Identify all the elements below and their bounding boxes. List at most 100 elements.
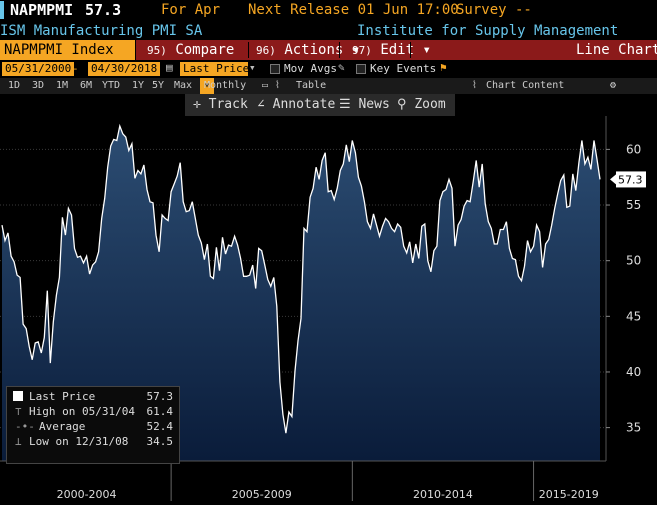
news-label: News (358, 97, 390, 112)
menu-strip (136, 40, 657, 60)
security-description: ISM Manufacturing PMI SA (0, 23, 203, 39)
data-source: Institute for Supply Management (357, 23, 619, 39)
x-tick-label: 2015-2019 (539, 488, 599, 501)
field-dropdown-icon[interactable]: ▾ (249, 61, 256, 74)
frequency-label: Monthly (204, 80, 247, 91)
menu-divider (339, 42, 340, 58)
period-3d[interactable]: 3D (32, 80, 45, 91)
chart-controls: 05/31/2000 - 04/30/2018 ▤ Last Price ▾ M… (0, 60, 657, 78)
zoom-button[interactable]: ⚲ Zoom (397, 97, 446, 112)
period-max[interactable]: Max (174, 80, 193, 91)
period-5y[interactable]: 5Y (152, 80, 165, 91)
pencil-icon[interactable]: ✎ (338, 61, 345, 74)
last-value-marker: 57.3 (610, 171, 646, 188)
x-tick-label: 2010-2014 (413, 488, 473, 501)
magnifier-icon: ⚲ (397, 97, 407, 112)
edit-number: 97) (352, 44, 372, 57)
news-icon: ☰ (339, 97, 351, 112)
last-value-pointer (610, 174, 616, 185)
menu-divider (410, 42, 411, 58)
legend-low-value: 34.5 (146, 435, 174, 448)
chart-icon: ⌇ (275, 80, 280, 91)
legend-last-label: Last Price (29, 390, 96, 403)
legend-average-value: 52.4 (146, 420, 174, 433)
annotate-button[interactable]: ∠ Annotate (257, 97, 335, 112)
period-tabs: 1D 3D 1M 6M YTD 1Y 5Y Max Monthly ▾ ▭ ⌇ … (0, 78, 657, 94)
actions-label: Actions (284, 42, 344, 58)
y-tick-label: 55 (626, 198, 641, 212)
period-1d[interactable]: 1D (8, 80, 21, 91)
period-1y[interactable]: 1Y (132, 80, 145, 91)
menu-divider (248, 42, 249, 58)
chart-type-label[interactable]: Line Chart (576, 42, 657, 58)
chart-content-icon: ⌇ (472, 80, 477, 91)
line-chart-icon[interactable]: ▭ (262, 80, 269, 91)
legend-high-label: High on 05/31/04 (29, 405, 135, 418)
legend-box: Last Price 57.3 ⊤ High on 05/31/04 61.4 … (6, 386, 180, 464)
actions-button[interactable]: 96) Actions ▾ (256, 40, 360, 60)
period-label: For Apr (161, 2, 221, 18)
pmi-line-chart[interactable]: 35 40 45 50 55 60 2000-2004 2005-2009 2010-2014… (0, 116, 657, 501)
chart-content-tab[interactable]: Chart Content (486, 80, 565, 91)
y-tick-label: 50 (626, 254, 641, 268)
legend-low-label: Low on 12/31/08 (29, 435, 129, 448)
flag-icon[interactable]: ⚑ (440, 61, 447, 74)
chevron-down-icon: ▾ (422, 42, 431, 58)
chart-area[interactable]: 35 40 45 50 55 60 2000-2004 2005-2009 2010-2014… (0, 116, 657, 501)
annotate-icon: ∠ (257, 97, 265, 112)
mov-avgs-checkbox[interactable] (270, 64, 280, 74)
calendar-icon[interactable]: ▤ (166, 61, 173, 74)
menu-bar: NAPMPMI Index 95) Compare 96) Actions ▾ … (0, 40, 657, 60)
y-tick-label: 40 (626, 365, 641, 379)
chart-toolbar-row: ✛ Track ∠ Annotate ☰ News ⚲ Zoom (0, 94, 657, 116)
edit-label: Edit (380, 42, 415, 58)
frequency-selector[interactable]: Monthly ▾ (200, 78, 246, 94)
start-date-field[interactable]: 05/31/2000 (2, 62, 75, 76)
description-row: ISM Manufacturing PMI SA Institute for S… (0, 22, 657, 40)
compare-label: Compare (175, 42, 235, 58)
date-range-dash: - (72, 62, 79, 75)
series-line (1, 123, 601, 434)
next-release: Next Release 01 Jun 17:00 (248, 2, 459, 18)
y-tick-label: 60 (626, 142, 641, 156)
period-ytd[interactable]: YTD (102, 80, 121, 91)
key-events-checkbox[interactable] (356, 64, 366, 74)
table-tab[interactable]: Table (296, 80, 327, 91)
mov-avgs-label: Mov Avgs (284, 62, 337, 75)
period-1m[interactable]: 1M (56, 80, 69, 91)
y-tick-label: 35 (626, 421, 641, 435)
zoom-label: Zoom (414, 97, 446, 112)
low-marker-icon: ⊥ (15, 435, 22, 448)
legend-high-value: 61.4 (146, 405, 174, 418)
y-tick-label: 45 (626, 309, 641, 323)
annotate-label: Annotate (272, 97, 336, 112)
track-label: Track (208, 97, 248, 112)
crosshair-icon: ✛ (193, 97, 201, 112)
series-area (2, 126, 600, 461)
y-axis: 35 40 45 50 55 60 (605, 116, 641, 461)
track-button[interactable]: ✛ Track (193, 97, 248, 112)
edit-button[interactable]: 97) Edit ▾ (352, 40, 431, 60)
news-button[interactable]: ☰ News (339, 97, 390, 112)
gear-icon[interactable]: ⚙ (610, 80, 617, 91)
index-field[interactable]: NAPMPMI Index (0, 40, 135, 60)
average-marker-icon: -•- (15, 420, 35, 433)
field-selector[interactable]: Last Price (180, 62, 249, 76)
ticker-symbol[interactable]: NAPMPMI (0, 1, 73, 19)
key-events-label: Key Events (370, 62, 437, 75)
last-price-swatch (13, 391, 23, 401)
end-date-field[interactable]: 04/30/2018 (88, 62, 161, 76)
x-axis: 2000-2004 2005-2009 2010-2014 2015-2019 (0, 460, 606, 501)
last-value-label: 57.3 (618, 173, 643, 186)
quote-header: NAPMPMI 57.3 For Apr Next Release 01 Jun… (0, 0, 657, 22)
compare-button[interactable]: 95) Compare (147, 40, 234, 60)
actions-number: 96) (256, 44, 276, 57)
survey-label: Survey -- (456, 2, 532, 18)
x-tick-label: 2000-2004 (57, 488, 117, 501)
chart-toolbar: ✛ Track ∠ Annotate ☰ News ⚲ Zoom (185, 94, 455, 116)
legend-last-value: 57.3 (146, 390, 174, 403)
legend-average-label: Average (39, 420, 86, 433)
last-price: 57.3 (85, 1, 122, 19)
chevron-down-icon: ▾ (351, 42, 361, 58)
period-6m[interactable]: 6M (80, 80, 93, 91)
